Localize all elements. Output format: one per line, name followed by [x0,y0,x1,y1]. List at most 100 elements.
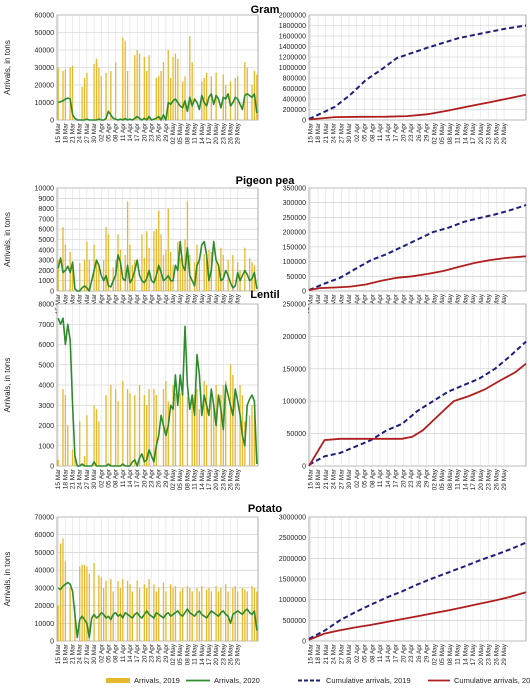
bar-2019 [117,234,119,291]
bar-2019 [103,260,105,291]
x-tick-label: 26 Apr [156,643,163,663]
bar-2019 [143,258,145,291]
bar-2019 [217,265,220,291]
x-tick-label: 11 Apr [377,643,384,662]
bar-2019 [186,397,189,466]
bar-2019 [86,566,88,641]
y-tick-label: 0 [50,464,54,471]
x-tick-label: 30 Mar [346,643,353,664]
bar-2019 [251,405,253,466]
bar-2019 [158,76,160,120]
x-tick-label: 29 Apr [163,293,170,313]
bar-2019 [59,543,62,641]
x-tick-label: 02 May [170,643,177,665]
x-tick-label: 15 Mar [55,122,62,143]
x-tick-label: 30 Mar [346,468,353,489]
bar-2019 [88,573,90,641]
x-tick-label: 26 May [227,122,234,144]
x-tick-label: 02 Apr [354,643,361,663]
x-tick-label: 18 Mar [315,122,322,143]
y-tick-label: 0 [50,289,54,296]
bar-2019 [83,455,86,466]
y-tick-label: 60000 [35,13,55,20]
bar-2019 [79,263,81,291]
bar-2019 [256,74,258,120]
y-axis-label: Arrivals, in tons [3,40,12,95]
bar-2019 [114,389,117,466]
bar-2019 [88,260,90,291]
x-tick-label: 29 May [501,468,508,490]
bar-2019 [146,71,148,120]
bar-2019 [98,421,100,466]
x-tick-label: 17 Apr [134,122,141,142]
bar-2019 [205,589,208,641]
bar-2019 [105,395,107,466]
x-tick-label: 21 Mar [323,643,330,664]
y-tick-label: 1800000 [279,23,306,30]
bar-2019 [110,71,112,120]
x-tick-label: 02 May [170,122,177,144]
cumulative-chart-3: 0 500000 1000000 1500000 2000000 2500000 30000… [279,515,527,665]
y-tick-label: 2000000 [279,13,306,20]
bar-2019 [148,55,150,120]
y-tick-label: 20000 [35,603,55,610]
y-tick-label: 1200000 [279,55,306,62]
x-tick-label: 15 Mar [55,643,62,664]
bar-2019 [83,260,86,291]
bar-2019 [177,58,179,120]
bar-2019 [62,71,64,120]
x-tick-label: 02 Apr [354,468,361,488]
bar-2019 [69,587,71,641]
bar-2019 [205,72,208,120]
bar-2019 [179,258,181,291]
bar-2019 [198,591,201,641]
x-tick-label: 08 Apr [113,468,120,488]
x-tick-label: 15 Mar [307,643,314,664]
bar-2019 [134,395,136,466]
bar-2019 [57,260,59,291]
x-tick-label: 20 Apr [141,293,148,313]
y-tick-label: 6000 [38,342,54,349]
x-tick-label: 23 May [486,468,493,490]
x-tick-label: 21 Mar [70,643,77,664]
x-tick-label: 05 May [439,643,446,665]
chart-title: Gram [251,4,280,16]
bar-2019 [126,389,129,466]
bar-2019 [191,401,193,466]
bar-2019 [79,421,81,466]
x-tick-label: 18 Mar [315,468,322,489]
bar-2019 [162,582,165,641]
x-tick-label: 14 May [199,122,206,144]
x-tick-label: 20 May [478,468,485,490]
x-tick-label: 26 May [493,468,500,490]
line-2020 [57,317,258,467]
x-tick-label: 24 Mar [77,468,84,489]
bar-2019 [122,380,124,466]
x-tick-label: 15 Mar [55,468,62,489]
bar-2019 [153,231,155,291]
x-tick-label: 11 May [455,468,462,490]
bar-2019 [203,78,205,120]
x-tick-label: 26 May [493,643,500,665]
x-tick-label: 02 Apr [98,122,105,142]
bar-2019 [220,247,222,291]
bar-2019 [181,587,184,641]
y-tick-label: 300000 [283,200,306,207]
x-tick-label: 18 Mar [62,122,69,143]
y-tick-label: 60000 [35,532,55,539]
bar-2019 [225,584,227,641]
x-tick-label: 29 May [235,643,242,665]
x-tick-label: 30 Mar [91,468,98,489]
x-tick-label: 17 May [206,122,213,144]
bar-2019 [148,247,150,291]
y-tick-label: 2000 [38,268,54,275]
x-tick-label: 14 May [462,122,469,144]
x-tick-label: 26 May [493,122,500,144]
bar-2019 [57,459,59,466]
x-tick-label: 27 Mar [84,122,91,143]
x-tick-label: 26 May [227,643,234,665]
bar-2019 [191,62,193,120]
bar-2019 [146,587,148,641]
x-tick-label: 26 Apr [416,468,423,488]
x-tick-label: 27 Mar [338,122,345,143]
